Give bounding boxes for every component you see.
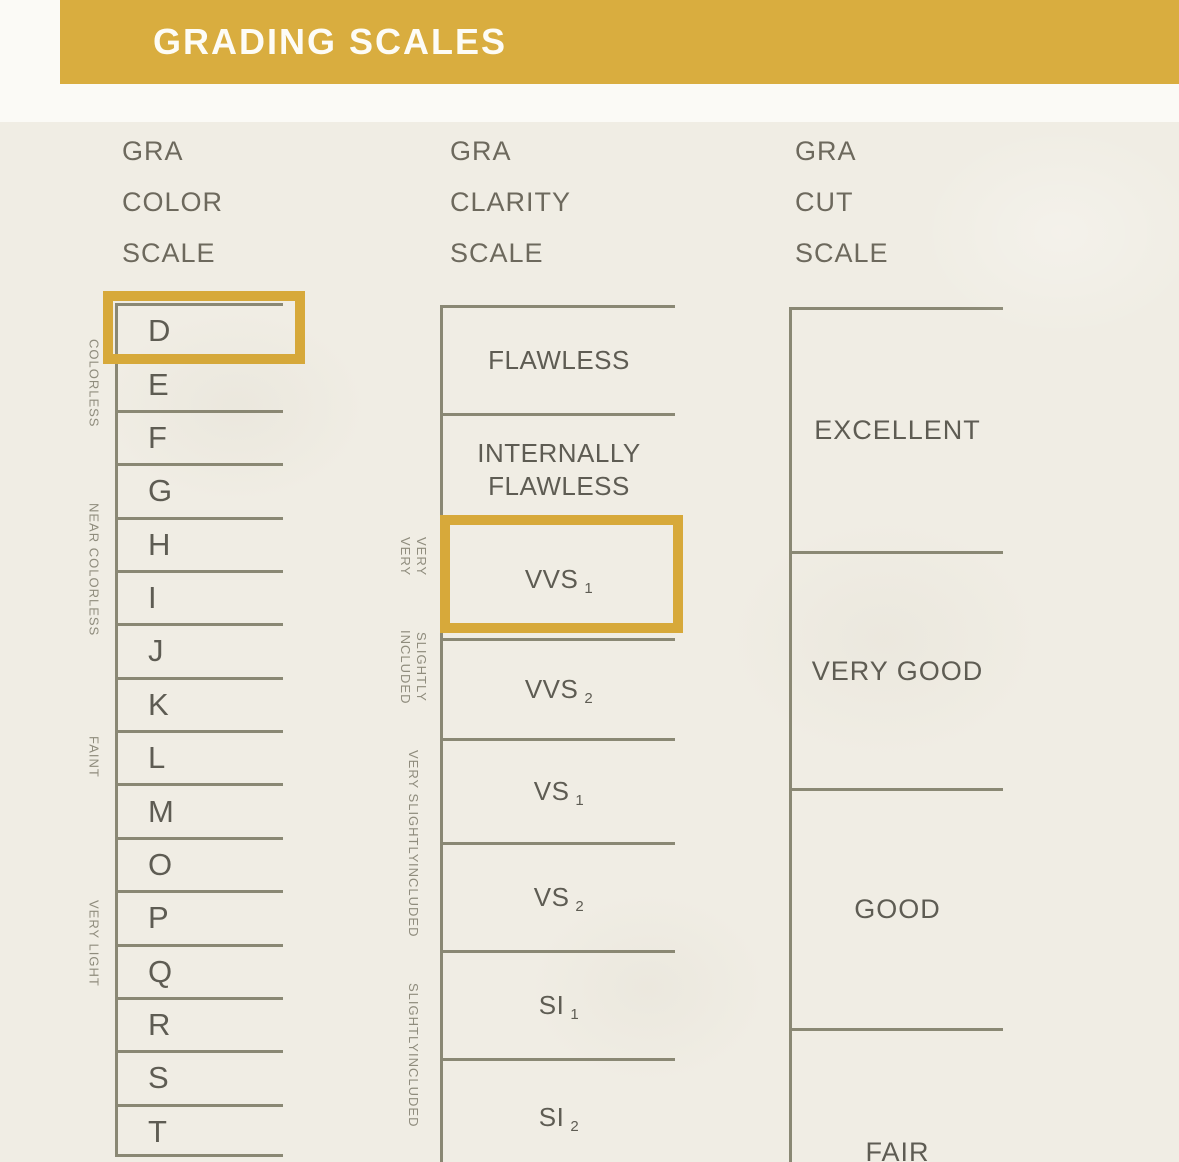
color-grade-row: P (118, 890, 283, 943)
color-grade-row: J (118, 623, 283, 676)
color-grade-row: I (118, 569, 283, 623)
color-grade-label: F (148, 419, 167, 455)
color-grade-row: E (118, 356, 283, 409)
clarity-cell-si1: SI 1 (443, 950, 675, 1058)
cut-cell-excellent: EXCELLENT (792, 307, 1003, 551)
color-grade-row: T (118, 1103, 283, 1157)
cut-scale-table: EXCELLENT VERY GOOD GOOD FAIR (789, 307, 1003, 1162)
color-grade-row: F (118, 409, 283, 463)
clarity-cell-internally-flawless: INTERNALLY FLAWLESS (443, 413, 675, 517)
color-grade-label: S (148, 1060, 169, 1096)
color-grade-label: R (148, 1007, 171, 1043)
clarity-category-very-slightly-included: VERY SLIGHTLY INCLUDED (406, 750, 421, 938)
color-category-faint: FAINT (86, 736, 102, 778)
clarity-scale-header: GRA CLARITY SCALE (450, 136, 572, 268)
highlight-box-color-d (103, 291, 305, 364)
color-grade-label: O (148, 846, 173, 882)
color-grade-row: H (118, 516, 283, 570)
color-grade-row: L (118, 730, 283, 783)
color-grade-label: M (148, 793, 174, 829)
color-grade-label: J (148, 633, 164, 669)
color-grade-row: D (118, 303, 283, 356)
color-grade-label: P (148, 900, 169, 936)
color-grade-label: E (148, 366, 169, 402)
clarity-scale-table: FLAWLESS INTERNALLY FLAWLESS VVS 1 VVS 2 V… (440, 305, 675, 1162)
color-grade-row: Q (118, 943, 283, 997)
color-grade-label: K (148, 686, 169, 722)
color-grade-label: L (148, 740, 166, 776)
color-grade-label: G (148, 473, 173, 509)
color-grade-row: R (118, 996, 283, 1050)
cut-cell-fair: FAIR (792, 1028, 1003, 1162)
page-title: GRADING SCALES (153, 21, 508, 62)
clarity-cell-flawless: FLAWLESS (443, 305, 675, 413)
color-grade-label: I (148, 580, 157, 616)
color-grade-row: O (118, 836, 283, 890)
cut-cell-very-good: VERY GOOD (792, 551, 1003, 788)
color-grade-label: T (148, 1113, 167, 1149)
color-scale-table: D E F G H I J K L M O P Q R S T (115, 303, 283, 1157)
color-grade-row: M (118, 783, 283, 836)
clarity-category-slightly-included: SLIGHTLY INCLUDED (406, 982, 421, 1128)
clarity-cell-si2: SI 2 (443, 1058, 675, 1162)
cut-cell-good: GOOD (792, 788, 1003, 1028)
color-grade-label: D (148, 313, 171, 349)
clarity-cell-vs2: VS 2 (443, 842, 675, 950)
clarity-cell-vs1: VS 1 (443, 738, 675, 842)
color-grade-label: H (148, 526, 171, 562)
color-grade-label: Q (148, 953, 173, 989)
clarity-category-very-very-slightly-included: VERY VERY SLIGHTLY INCLUDED (398, 536, 429, 705)
cut-scale-header: GRA CUT SCALE (795, 136, 889, 268)
clarity-cell-vvs2: VVS 2 (443, 638, 675, 738)
color-category-very-light: VERY LIGHT (86, 900, 102, 987)
color-scale-header: GRA COLOR SCALE (122, 136, 224, 268)
highlight-box-clarity-vvs1 (440, 515, 683, 633)
color-grade-row: S (118, 1050, 283, 1103)
title-bar: GRADING SCALES (60, 0, 1179, 84)
color-grade-row: K (118, 676, 283, 730)
color-grade-row: G (118, 463, 283, 516)
color-category-near-colorless: NEAR COLORLESS (86, 503, 102, 637)
color-category-colorless: COLORLESS (86, 338, 102, 428)
